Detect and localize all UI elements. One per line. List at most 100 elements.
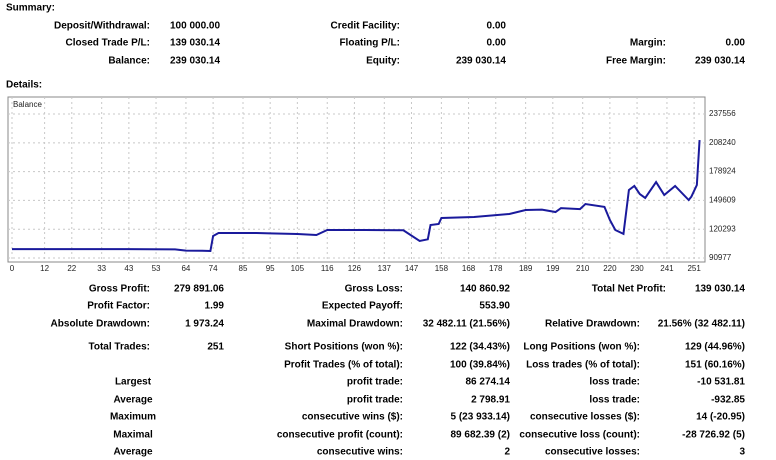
label: Gross Loss: (345, 284, 403, 295)
x-tick-label: 168 (462, 264, 476, 273)
value: 1 973.24 (185, 319, 224, 330)
value: 14 (-20.95) (696, 412, 745, 423)
label: Maximal Drawdown: (307, 319, 403, 330)
value: 279 891.06 (174, 284, 224, 295)
x-tick-label: 22 (67, 264, 76, 273)
label: Short Positions (won %): (285, 342, 403, 353)
value: 3 (739, 447, 745, 458)
y-tick-label: 178924 (709, 167, 736, 176)
value: 239 030.14 (695, 56, 745, 67)
x-tick-label: 116 (321, 264, 334, 273)
balance-line (12, 140, 701, 253)
x-tick-label: 85 (239, 264, 248, 273)
value: 100 (39.84%) (450, 360, 510, 371)
label: Total Trades: (89, 342, 151, 353)
x-tick-label: 74 (209, 264, 218, 273)
value: 89 682.39 (2) (451, 430, 511, 441)
value: 129 (44.96%) (685, 342, 745, 353)
label: Expected Payoff: (322, 301, 403, 312)
section-title: Details: (6, 80, 42, 91)
value: 0.00 (487, 21, 507, 32)
value: 239 030.14 (456, 56, 506, 67)
label: Credit Facility: (331, 21, 400, 32)
label: Relative Drawdown: (545, 319, 640, 330)
label: consecutive wins: (317, 447, 403, 458)
label: Profit Factor: (87, 301, 150, 312)
label: consecutive profit (count): (277, 430, 403, 441)
label: Largest (115, 377, 152, 388)
value: 122 (34.43%) (450, 342, 510, 353)
label: Maximal (113, 430, 153, 441)
label: Average (113, 395, 153, 406)
x-tick-label: 251 (687, 264, 701, 273)
y-tick-label: 90977 (709, 253, 732, 262)
x-tick-label: 64 (181, 264, 190, 273)
value: 2 (504, 447, 510, 458)
label: Profit Trades (% of total): (284, 360, 403, 371)
value: 0.00 (726, 38, 746, 49)
x-tick-label: 53 (152, 264, 161, 273)
x-tick-label: 158 (435, 264, 449, 273)
x-tick-label: 95 (266, 264, 275, 273)
x-tick-label: 210 (576, 264, 590, 273)
value: 239 030.14 (170, 56, 220, 67)
value: 21.56% (32 482.11) (658, 319, 745, 330)
value: -932.85 (711, 395, 745, 406)
y-tick-label: 149609 (709, 196, 736, 205)
value: 32 482.11 (21.56%) (423, 319, 510, 330)
label: Long Positions (won %): (523, 342, 640, 353)
label: Total Net Profit: (592, 284, 666, 295)
value: -10 531.81 (697, 377, 745, 388)
value: 5 (23 933.14) (451, 412, 511, 423)
value: 1.99 (205, 301, 225, 312)
x-tick-label: 33 (97, 264, 106, 273)
label: profit trade: (347, 377, 403, 388)
section-title: Summary: (6, 3, 55, 14)
x-tick-label: 0 (10, 264, 15, 273)
label: Absolute Drawdown: (51, 319, 150, 330)
value: 139 030.14 (695, 284, 745, 295)
x-tick-label: 43 (124, 264, 133, 273)
label: consecutive losses ($): (530, 412, 640, 423)
label: Average (113, 447, 153, 458)
value: 139 030.14 (170, 38, 220, 49)
label: Free Margin: (606, 56, 666, 67)
x-tick-label: 178 (489, 264, 503, 273)
label: loss trade: (589, 395, 640, 406)
value: 86 274.14 (466, 377, 511, 388)
label: Loss trades (% of total): (526, 360, 640, 371)
x-tick-label: 199 (546, 264, 560, 273)
label: Floating P/L: (339, 38, 400, 49)
value: 251 (207, 342, 224, 353)
value: 2 798.91 (471, 395, 510, 406)
x-tick-label: 137 (378, 264, 392, 273)
chart-frame (7, 96, 706, 263)
label: consecutive losses: (545, 447, 640, 458)
label: Deposit/Withdrawal: (54, 21, 150, 32)
label: profit trade: (347, 395, 403, 406)
x-tick-label: 230 (630, 264, 644, 273)
value: 553.90 (479, 301, 510, 312)
label: Maximum (110, 412, 156, 423)
x-tick-label: 241 (660, 264, 674, 273)
label: Gross Profit: (89, 284, 150, 295)
label: Closed Trade P/L: (66, 38, 150, 49)
y-tick-label: 237556 (709, 109, 736, 118)
label: consecutive loss (count): (519, 430, 640, 441)
x-tick-label: 12 (40, 264, 49, 273)
label: Margin: (630, 38, 666, 49)
label: consecutive wins ($): (302, 412, 403, 423)
label: Balance: (108, 56, 150, 67)
x-tick-label: 220 (603, 264, 617, 273)
value: 140 860.92 (460, 284, 510, 295)
legend-label: Balance (13, 100, 42, 109)
value: 0.00 (487, 38, 507, 49)
x-tick-label: 189 (519, 264, 533, 273)
value: -28 726.92 (5) (682, 430, 745, 441)
value: 100 000.00 (170, 21, 220, 32)
x-tick-label: 147 (405, 264, 419, 273)
label: Equity: (366, 56, 400, 67)
y-tick-label: 120293 (709, 224, 736, 233)
x-tick-label: 105 (291, 264, 305, 273)
